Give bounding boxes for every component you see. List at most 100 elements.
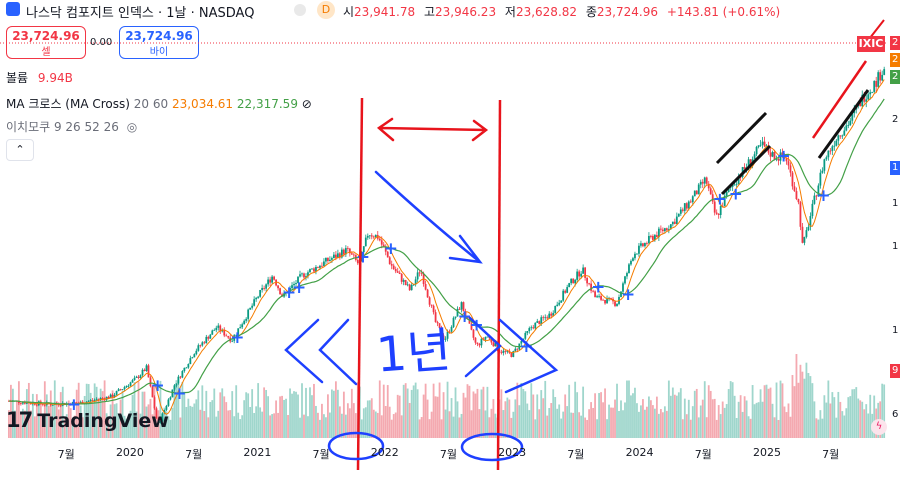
volume-bar	[265, 389, 268, 438]
volume-bar	[739, 395, 742, 438]
volume-bar	[683, 398, 686, 438]
low-value: 23,628.82	[515, 5, 578, 19]
volume-bar	[761, 401, 764, 438]
candle-body	[819, 172, 822, 186]
volume-bar	[594, 393, 596, 438]
annotation-year-text: 1년	[374, 323, 452, 384]
volume-bar	[446, 381, 449, 438]
volume-bar	[488, 417, 491, 438]
volume-bar	[725, 404, 728, 438]
volume-bar	[626, 380, 628, 438]
candle-body	[657, 228, 660, 237]
candle-body	[719, 206, 722, 215]
candle-body	[634, 253, 636, 259]
volume-bar	[402, 384, 405, 438]
volume-bar	[803, 378, 806, 438]
delayed-data-badge[interactable]: D	[317, 1, 335, 19]
annotation-down-arrow	[374, 170, 483, 264]
volume-bar	[157, 410, 160, 438]
volume-bar	[482, 386, 485, 438]
candle-body	[677, 213, 680, 217]
lightning-icon[interactable]: ϟ	[871, 419, 887, 435]
candle-body	[807, 226, 810, 231]
candle-body	[622, 283, 624, 292]
symbol-logo-icon[interactable]	[6, 2, 20, 16]
right-axis-label: 6	[892, 409, 899, 420]
eye-off-icon[interactable]: ◎	[126, 120, 138, 134]
volume-bar	[534, 419, 537, 438]
ma-cross-legend[interactable]: MA 크로스 (MA Cross) 20 60 23,034.61 22,317…	[6, 95, 312, 112]
volume-bar	[530, 383, 533, 438]
volume-bar	[71, 419, 74, 438]
candle-body	[554, 305, 557, 313]
volume-indicator-legend[interactable]: 볼륨 9.94B	[6, 69, 73, 86]
volume-bar	[486, 386, 489, 438]
right-axis-tag-ma-slow: 2	[890, 70, 900, 84]
collapse-legend-button[interactable]: ⌃	[6, 139, 34, 161]
candle-body	[572, 278, 575, 284]
volume-bar	[217, 410, 220, 438]
volume-bar	[392, 414, 395, 438]
ichimoku-legend[interactable]: 이치모쿠 9 26 52 26 ◎	[6, 118, 137, 135]
candle-body	[596, 296, 598, 298]
candle-body	[626, 273, 628, 277]
symbol-title[interactable]: 나스닥 컴포지트 인덱스 · 1날 · NASDAQ	[26, 6, 255, 21]
x-tick-label: 2023	[498, 446, 527, 459]
candle-body	[504, 350, 507, 352]
x-tick-label: 2022	[370, 446, 399, 459]
candle-body	[291, 285, 293, 288]
volume-bar	[745, 400, 748, 438]
volume-bar	[644, 409, 646, 438]
volume-bar	[606, 419, 608, 438]
candle-body	[456, 308, 459, 317]
volume-bar	[759, 389, 762, 438]
volume-bar	[657, 413, 660, 438]
candle-body	[705, 177, 708, 184]
volume-bar	[277, 412, 279, 438]
candle-body	[309, 269, 311, 273]
candle-body	[386, 251, 389, 258]
volume-bar	[865, 404, 868, 438]
volume-bar	[253, 412, 256, 438]
hidden-eye-icon[interactable]: ⊘	[301, 97, 312, 111]
volume-bar	[410, 389, 413, 438]
volume-bar	[598, 393, 600, 438]
candle-body	[799, 202, 802, 227]
volume-bar	[775, 382, 778, 438]
chevron-up-icon: ⌃	[15, 143, 25, 156]
candle-body	[578, 271, 581, 277]
candle-body	[693, 190, 696, 197]
candle-body	[638, 245, 640, 254]
candle-body	[155, 408, 158, 419]
candle-body	[673, 221, 676, 224]
volume-bar	[845, 408, 848, 438]
candle-body	[372, 236, 375, 238]
volume-bars	[8, 354, 886, 438]
volume-bar	[787, 403, 790, 438]
candle-body	[131, 380, 134, 383]
candle-body	[478, 343, 481, 346]
candle-body	[602, 299, 604, 301]
volume-bar	[713, 398, 716, 438]
candle-body	[697, 184, 700, 195]
volume-bar	[763, 385, 766, 438]
volume-bar	[440, 419, 443, 438]
volume-bar	[857, 398, 860, 438]
candle-body	[235, 334, 238, 336]
volume-bar	[175, 380, 178, 438]
right-axis-label: 1	[892, 198, 899, 209]
close-label: 종	[585, 5, 597, 19]
candle-body	[821, 170, 824, 173]
volume-bar	[849, 396, 852, 438]
visibility-icon[interactable]	[294, 4, 306, 16]
candle-body	[43, 404, 46, 406]
volume-bar	[271, 414, 273, 438]
right-axis-label: 2	[892, 114, 899, 125]
sell-price: 23,724.96	[12, 29, 80, 43]
volume-bar	[15, 400, 18, 438]
candle-body	[19, 403, 22, 404]
volume-bar	[554, 396, 557, 438]
candle-body	[163, 409, 166, 414]
candle-body	[564, 290, 567, 293]
